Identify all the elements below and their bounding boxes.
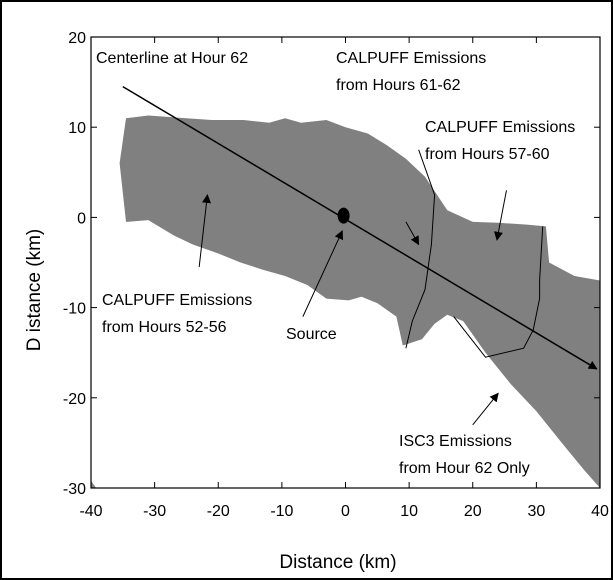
- centerline-label: Centerline at Hour 62: [96, 50, 248, 67]
- y-tick-label: -30: [63, 481, 86, 498]
- y-tick-label: 20: [68, 30, 86, 47]
- annotation-arrow-3: [198, 193, 211, 268]
- plot-area: [91, 85, 600, 488]
- axes: -40 -30 -20 -10 0 10 20 30 40 -30 -20 -10 0 10 20: [63, 30, 609, 520]
- annotation-arrow-4: [302, 230, 344, 317]
- x-tick-label: 40: [591, 503, 609, 520]
- x-tick-label: -20: [207, 503, 230, 520]
- y-tick-label: 0: [77, 210, 86, 227]
- annotation-isc3-line2: from Hour 62 Only: [399, 460, 530, 477]
- x-tick-label: 0: [341, 503, 350, 520]
- annotation-arrow-1: [405, 221, 420, 246]
- source-label: Source: [286, 326, 337, 343]
- x-tick-label: -10: [270, 503, 293, 520]
- annotation-hours-57-60-line2: from Hours 57-60: [425, 146, 550, 163]
- source-marker: [337, 207, 350, 224]
- x-tick-label: -40: [79, 503, 102, 520]
- y-axis-title: D istance (km): [24, 229, 45, 351]
- annotation-arrow-5: [472, 392, 499, 426]
- y-tick-label: 10: [68, 120, 86, 137]
- annotations: Centerline at Hour 62 CALPUFF Emissions …: [96, 50, 575, 477]
- annotation-hours-61-62-line2: from Hours 61-62: [336, 77, 461, 94]
- x-tick-label: 20: [464, 503, 482, 520]
- period-boundary-2: [453, 226, 544, 358]
- annotation-hours-61-62-line1: CALPUFF Emissions: [336, 50, 486, 67]
- annotation-arrow-2: [494, 190, 507, 241]
- plume-area: [119, 115, 600, 488]
- centerline-arrow: [122, 85, 598, 370]
- corner-mark-left: [91, 480, 97, 488]
- y-tick-label: -10: [63, 301, 86, 318]
- annotation-hours-52-56-line2: from Hours 52-56: [102, 319, 227, 336]
- x-tick-label: 10: [400, 503, 418, 520]
- x-axis-title: Distance (km): [279, 552, 396, 573]
- x-tick-label: -30: [143, 503, 166, 520]
- x-tick-label: 30: [527, 503, 545, 520]
- period-boundary-1: [405, 149, 436, 349]
- y-tick-label: -20: [63, 391, 86, 408]
- annotation-hours-57-60-line1: CALPUFF Emissions: [425, 119, 575, 136]
- annotation-hours-52-56-line1: CALPUFF Emissions: [102, 292, 252, 309]
- annotation-isc3-line1: ISC3 Emissions: [399, 433, 512, 450]
